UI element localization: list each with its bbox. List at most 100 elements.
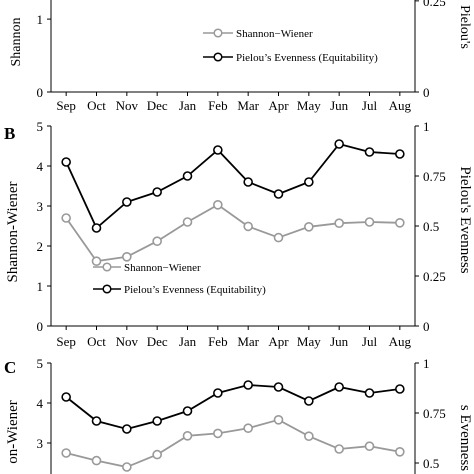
data-point-0-jun <box>334 444 344 454</box>
data-point-0-apr <box>273 232 284 243</box>
series-line-1 <box>65 142 400 230</box>
series-line-1 <box>65 384 400 430</box>
data-point-1-nov <box>122 424 132 434</box>
data-point-1-sep <box>61 392 71 402</box>
panel-a-ylabel: Shannon <box>9 18 24 67</box>
panel-b-legend: Shannon−Wiener Pielou’s Evenness (Equita… <box>93 262 266 296</box>
data-point-0-apr <box>273 414 284 425</box>
data-point-0-may <box>304 431 314 442</box>
data-point-0-mar <box>243 221 253 232</box>
y2-tick-label: 0.25 <box>423 0 446 9</box>
panel-a: Shannon Pielou's Shannon−Wiener Pielou’s… <box>9 5 472 66</box>
data-point-1-feb <box>213 388 223 398</box>
data-point-0-nov <box>122 462 132 472</box>
x-tick-label-dec: Dec <box>147 334 168 349</box>
data-point-1-oct <box>91 223 102 233</box>
data-point-1-oct <box>91 416 102 426</box>
panel-b-ylabel: Shannon-Wiener <box>5 181 21 282</box>
data-point-1-nov <box>122 197 132 207</box>
y-tick-label: 1 <box>37 12 44 27</box>
y-tick-label: 3 <box>37 199 44 214</box>
panel-1-plot: 5 4 3 2 1 0 1 0.75 0.5 0.25 0 Sep Oct Nov Dec Jan Feb Mar… <box>37 119 446 349</box>
panel-b-y2label: Pielou's Evenness <box>457 166 473 273</box>
data-point-0-sep <box>61 448 71 458</box>
data-point-0-jan <box>182 217 193 227</box>
y2-tick-label: 0 <box>423 85 430 100</box>
y-tick-label: 4 <box>37 159 44 174</box>
x-tick-label-oct: Oct <box>87 98 106 113</box>
data-point-0-may <box>304 222 314 232</box>
data-point-1-jul <box>364 147 375 157</box>
data-point-1-feb <box>213 145 223 155</box>
data-point-1-jun <box>334 382 344 392</box>
x-tick-label-nov: Nov <box>116 98 139 113</box>
panel-0-plot: 1 0 0.25 0 Sep Oct Nov Dec Jan Feb Mar Apr May Jun Jul… <box>37 0 446 113</box>
y2-tick-label: 0.5 <box>423 219 439 234</box>
x-tick-label-jun: Jun <box>330 334 349 349</box>
x-tick-label-aug: Aug <box>389 334 412 349</box>
panel-b-legend-shannon: Shannon−Wiener <box>124 262 201 274</box>
panel-a-legend-shannon: Shannon−Wiener <box>236 28 313 40</box>
y-tick-label: 1 <box>37 279 44 294</box>
data-point-1-aug <box>395 149 405 159</box>
data-point-0-dec <box>152 449 162 460</box>
y-tick-label: 5 <box>37 356 44 371</box>
y-tick-label: 3 <box>37 436 44 451</box>
data-point-1-jun <box>334 139 344 149</box>
y2-tick-label: 0.75 <box>423 169 446 184</box>
x-tick-label-oct: Oct <box>87 334 106 349</box>
x-tick-label-may: May <box>297 334 321 349</box>
x-tick-label-jun: Jun <box>330 98 349 113</box>
data-point-0-jul <box>364 441 375 452</box>
legend-marker-pielou <box>102 284 112 294</box>
panel-c-ylabel: on-Wiener <box>5 400 21 464</box>
data-point-1-apr <box>273 382 284 392</box>
data-point-0-dec <box>152 236 162 246</box>
x-tick-label-mar: Mar <box>237 98 259 113</box>
panel-a-legend: Shannon−Wiener Pielou’s Evenness (Equita… <box>203 28 378 64</box>
data-point-0-oct <box>91 256 102 267</box>
data-point-1-dec <box>152 187 162 197</box>
panel-a-y2label: Pielou's <box>457 5 472 49</box>
x-tick-label-may: May <box>297 98 321 113</box>
legend-marker-shannon <box>102 262 112 272</box>
data-point-0-sep <box>61 213 71 223</box>
y2-tick-label: 0.25 <box>423 269 446 284</box>
data-point-0-jan <box>182 430 193 441</box>
panel-a-legend-pielou: Pielou’s Evenness (Equitability) <box>236 52 378 64</box>
data-point-0-feb <box>213 200 223 210</box>
x-tick-label-feb: Feb <box>208 98 228 113</box>
data-point-1-apr <box>273 189 284 199</box>
data-point-0-mar <box>243 423 253 434</box>
data-point-1-sep <box>61 157 71 167</box>
panel-b-label: B <box>4 124 15 143</box>
y2-tick-label: 1 <box>423 356 430 371</box>
y2-tick-label: 0.5 <box>423 456 439 471</box>
series-line-0 <box>65 203 400 263</box>
data-point-0-aug <box>395 446 405 457</box>
x-tick-label-jul: Jul <box>362 334 378 349</box>
data-point-0-jun <box>334 218 344 228</box>
data-point-1-dec <box>152 416 162 426</box>
panel-c: C on-Wiener s Evenness <box>4 358 473 471</box>
data-point-0-oct <box>91 455 102 466</box>
x-tick-label-apr: Apr <box>268 334 289 349</box>
x-tick-label-aug: Aug <box>389 98 412 113</box>
data-point-1-may <box>304 396 314 406</box>
series-line-0 <box>65 418 400 468</box>
x-tick-label-sep: Sep <box>56 98 76 113</box>
y-tick-label: 2 <box>37 239 44 254</box>
panel-b-legend-pielou: Pielou’s Evenness (Equitability) <box>124 284 266 296</box>
legend-marker-pielou <box>213 52 223 62</box>
x-tick-label-mar: Mar <box>237 334 259 349</box>
data-point-1-mar <box>243 380 253 390</box>
y-tick-label: 0 <box>37 85 44 100</box>
data-point-0-aug <box>395 218 405 228</box>
data-point-0-feb <box>213 428 223 439</box>
panel-c-y2label: s Evenness <box>457 405 473 471</box>
data-point-1-aug <box>395 384 405 394</box>
data-point-1-jan <box>182 171 193 181</box>
x-tick-label-feb: Feb <box>208 334 228 349</box>
data-point-1-may <box>304 177 314 187</box>
y-tick-label: 5 <box>37 119 44 134</box>
